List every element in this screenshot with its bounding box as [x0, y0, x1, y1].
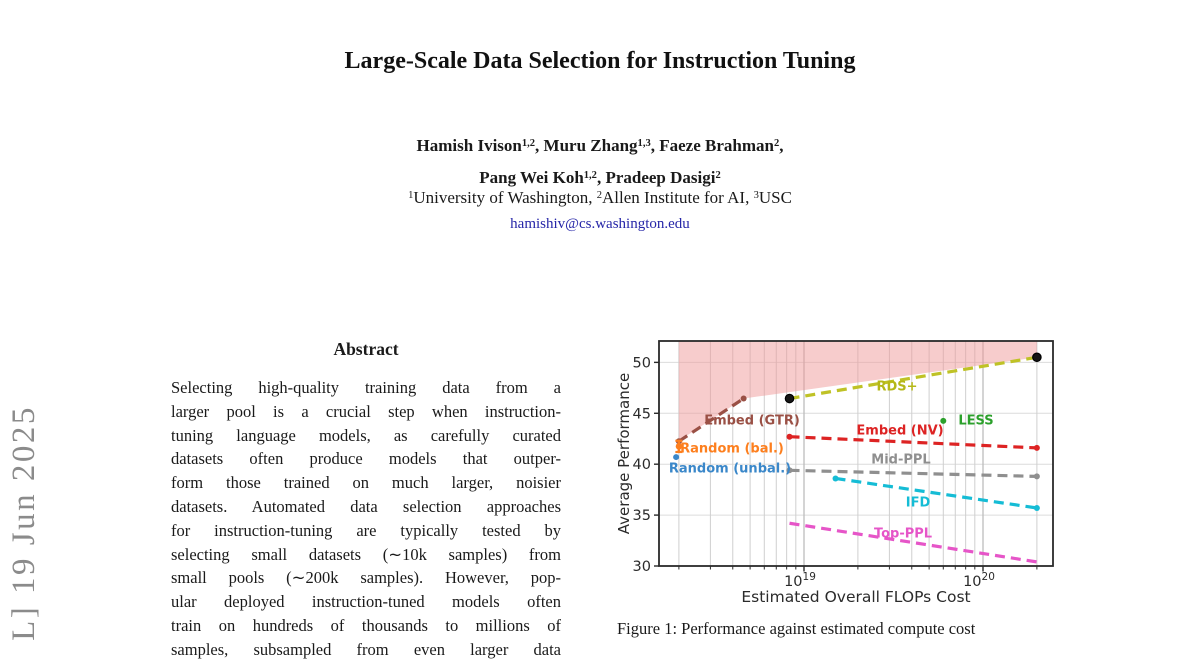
- text-run: Pang Wei Koh: [479, 168, 584, 187]
- text-run: ,: [779, 136, 784, 155]
- abstract-line: tuning language models, as carefully cur…: [171, 425, 561, 445]
- chart-label-embed-nv: Embed (NV): [856, 424, 943, 439]
- abstract-line: small pools (∼200k samples). However, po…: [171, 568, 561, 588]
- text-run: University of Washington,: [413, 188, 597, 207]
- text-run: Hamish Ivison: [416, 136, 522, 155]
- superscript: 3: [753, 190, 759, 202]
- figure-1-caption: Figure 1: Performance against estimated …: [617, 619, 976, 638]
- abstract-line: datasets. Automated data selection appro…: [171, 496, 561, 516]
- y-axis-label: Average Performance: [615, 373, 633, 534]
- superscript: 2: [715, 170, 721, 182]
- abstract-text: Selecting high-quality training data fro…: [171, 376, 561, 662]
- marker-dot: [786, 467, 793, 474]
- x-tick-label: 1020: [963, 571, 995, 590]
- performance-vs-flops-chart: RDS+ Embed (GTR) Random (bal.) Random (unba…: [615, 340, 1054, 606]
- marker-black-circle: [1032, 352, 1042, 363]
- email-link[interactable]: hamishiv@cs.washington.edu: [510, 216, 690, 232]
- arxiv-watermark: L] 19 Jun 2025: [6, 405, 42, 641]
- chart-label-less: LESS: [958, 414, 993, 429]
- abstract-line: datasets often produce models that outpe…: [171, 449, 561, 469]
- abstract-heading: Abstract: [333, 339, 399, 359]
- chart-label-random-bal: Random (bal.): [680, 442, 784, 457]
- text-run: USC: [758, 188, 792, 207]
- marker-dot: [1033, 473, 1040, 480]
- y-tick-label: 30: [633, 559, 651, 575]
- chart-label-ifd: IFD: [906, 496, 931, 511]
- chart-shaded-region: [678, 341, 1037, 441]
- x-tick-label: 1019: [784, 571, 816, 590]
- chart-series-mid-ppl: [786, 467, 1040, 480]
- chart-series-random-bal: [675, 439, 683, 454]
- abstract-line: Selecting high-quality training data fro…: [171, 378, 561, 397]
- marker-black-circle: [784, 393, 795, 404]
- marker-dot: [832, 475, 839, 482]
- abstract-line: larger pool is a crucial step when instr…: [171, 401, 561, 421]
- paper-title: Large-Scale Data Selection for Instructi…: [344, 48, 856, 74]
- marker-dot: [673, 454, 680, 461]
- abstract-line: form those trained on much larger, noisi…: [171, 473, 561, 493]
- chart-series-random-unbal: [673, 454, 680, 461]
- marker-dot: [940, 417, 947, 424]
- x-axis-label: Estimated Overall FLOPs Cost: [741, 588, 970, 606]
- chart-label-random-unbal: Random (unbal.): [669, 462, 791, 477]
- text-run: , Faeze Brahman: [650, 136, 774, 155]
- chart-series-embed-nv: [786, 433, 1040, 451]
- plot-border: [658, 340, 1054, 567]
- chart-label-rds: RDS+: [876, 380, 917, 395]
- abstract-line: train on hundreds of thousands to millio…: [171, 615, 561, 635]
- text-run: Allen Institute for AI,: [602, 188, 754, 207]
- chart-label-embed-gtr: Embed (GTR): [704, 414, 800, 429]
- abstract-line: ular deployed instruction-tuned models o…: [171, 592, 561, 612]
- marker-dot: [1033, 504, 1040, 511]
- text-run: , Pradeep Dasigi: [596, 168, 716, 187]
- y-tick-label: 45: [633, 406, 651, 422]
- superscript: 1,2: [583, 170, 597, 182]
- marker-dot: [740, 395, 747, 402]
- chart-label-top-ppl: Top-PPL: [874, 527, 932, 542]
- figure-1-chart: RDS+ Embed (GTR) Random (bal.) Random (unba…: [615, 330, 1160, 620]
- superscript: 2: [596, 190, 603, 202]
- marker-dot: [1033, 444, 1040, 451]
- chart-series-less: [940, 417, 947, 424]
- author-line-2: Pang Wei Koh1,2, Pradeep Dasigi2: [0, 163, 1200, 195]
- chart-series-ifd: [832, 475, 1040, 511]
- author-line-1: Hamish Ivison1,2, Muru Zhang1,3, Faeze B…: [0, 131, 1200, 163]
- paper-page: L] 19 Jun 2025 Large-Scale Data Selectio…: [0, 48, 1200, 659]
- superscript: 1,2: [521, 138, 536, 150]
- superscript: 1: [408, 190, 414, 202]
- abstract-line: for instruction-tuning are typically tes…: [171, 520, 561, 540]
- y-tick-label: 50: [633, 355, 651, 371]
- superscript: 2: [773, 138, 780, 150]
- chart-series-rds: [784, 352, 1042, 404]
- text-run: , Muru Zhang: [535, 136, 638, 155]
- chart-series-top-ppl: [789, 521, 1038, 564]
- superscript: 1,3: [637, 138, 651, 150]
- y-tick-label: 35: [633, 508, 651, 524]
- y-tick-label: 40: [633, 457, 651, 473]
- chart-label-mid-ppl: Mid-PPL: [871, 453, 930, 468]
- author-block: Hamish Ivison1,2, Muru Zhang1,3, Faeze B…: [0, 131, 1200, 195]
- abstract-line: selecting small datasets (∼10k samples) …: [171, 544, 561, 564]
- abstract-line: samples, subsampled from even larger dat…: [171, 639, 561, 659]
- marker-dot: [786, 433, 793, 440]
- affiliations: 1University of Washington, 2Allen Instit…: [0, 188, 1200, 208]
- chart-ticks: 30 35 40 45 50 1019 1020: [633, 355, 1038, 590]
- marker-dot: [675, 443, 683, 450]
